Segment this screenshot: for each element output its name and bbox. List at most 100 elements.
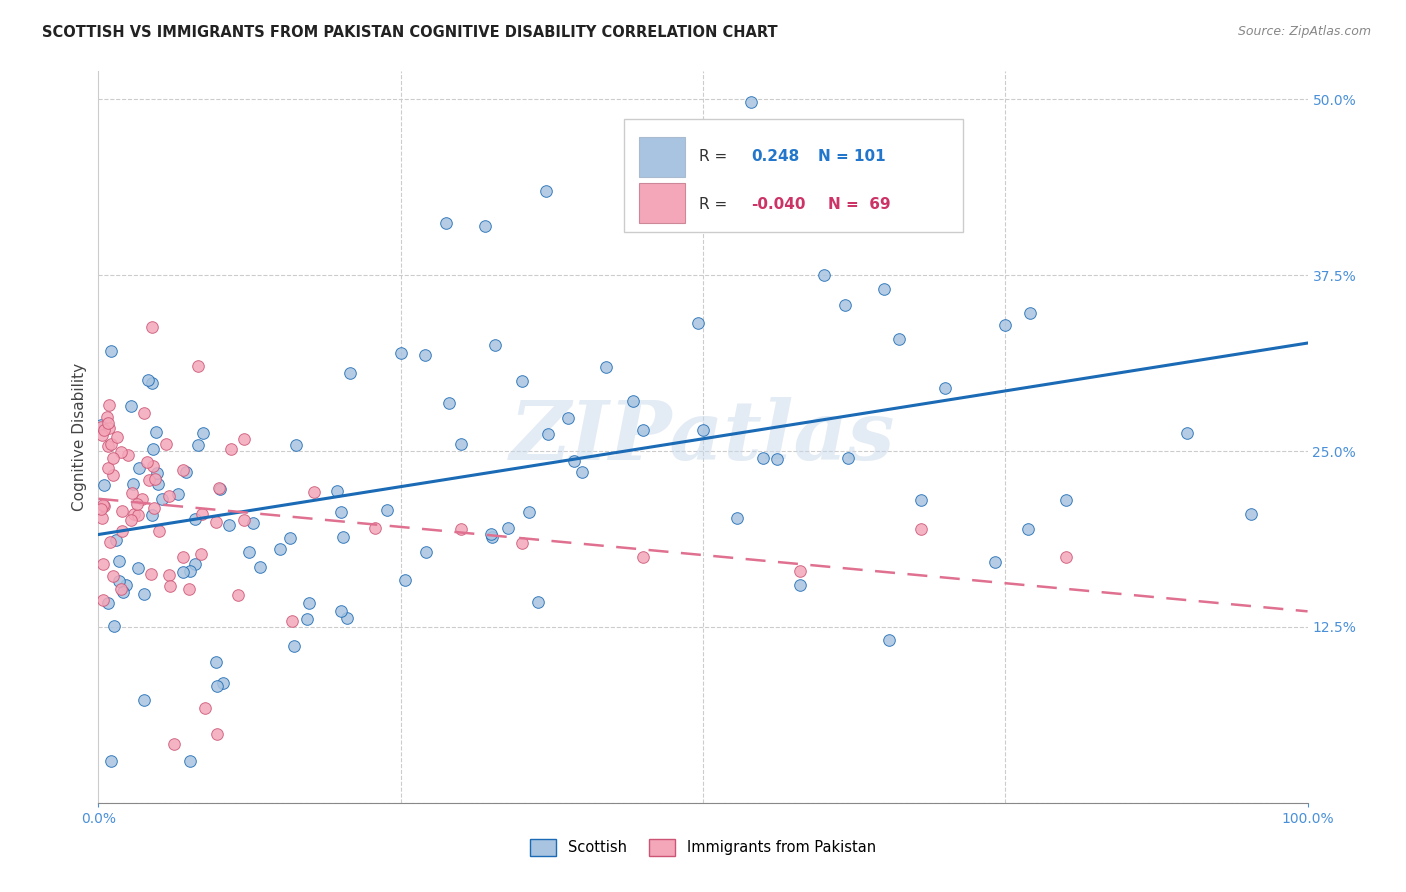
Point — [571, 465, 593, 479]
Point — [205, 727, 228, 741]
Point — [131, 491, 153, 506]
Point — [238, 545, 260, 559]
Point — [389, 345, 412, 359]
FancyBboxPatch shape — [624, 119, 963, 232]
Point — [121, 486, 143, 500]
Point — [101, 468, 124, 483]
Point — [108, 574, 131, 588]
Point — [146, 466, 169, 480]
Point — [97, 416, 120, 430]
Point — [98, 534, 121, 549]
Point — [994, 318, 1017, 332]
FancyBboxPatch shape — [638, 137, 685, 178]
Point — [394, 573, 416, 587]
Point — [519, 505, 541, 519]
Point — [110, 444, 132, 458]
Point — [97, 440, 120, 454]
Point — [415, 545, 437, 559]
Point — [496, 521, 519, 535]
Point — [177, 582, 200, 597]
Point — [298, 596, 321, 610]
Point — [984, 555, 1007, 569]
Point — [90, 419, 112, 434]
Point — [889, 333, 911, 347]
Text: SCOTTISH VS IMMIGRANTS FROM PAKISTAN COGNITIVE DISABILITY CORRELATION CHART: SCOTTISH VS IMMIGRANTS FROM PAKISTAN COG… — [42, 25, 778, 40]
Text: -0.040: -0.040 — [751, 197, 806, 212]
Point — [155, 436, 177, 450]
Point — [752, 451, 775, 466]
Point — [232, 513, 254, 527]
Point — [128, 460, 150, 475]
Point — [1175, 425, 1198, 440]
Point — [108, 554, 131, 568]
Point — [537, 427, 560, 442]
Point — [110, 582, 132, 597]
Point — [233, 432, 256, 446]
Point — [141, 376, 163, 391]
Point — [789, 564, 811, 578]
Point — [191, 425, 214, 440]
Point — [281, 615, 304, 629]
Point — [686, 316, 709, 330]
Point — [111, 504, 134, 518]
Point — [879, 632, 901, 647]
Point — [124, 507, 146, 521]
Point — [474, 219, 496, 233]
Point — [120, 399, 142, 413]
Point — [143, 501, 166, 516]
Point — [226, 588, 249, 602]
Point — [413, 348, 436, 362]
Point — [96, 410, 118, 425]
Point — [484, 338, 506, 352]
Point — [93, 423, 115, 437]
Point — [481, 530, 503, 544]
Point — [242, 516, 264, 531]
Point — [873, 282, 896, 296]
Text: R =: R = — [699, 197, 733, 212]
Point — [910, 521, 932, 535]
Point — [595, 359, 617, 374]
Point — [148, 524, 170, 538]
Point — [1019, 305, 1042, 319]
Point — [219, 442, 242, 457]
Point — [101, 451, 124, 466]
Point — [172, 462, 194, 476]
Point — [190, 547, 212, 561]
Point — [91, 427, 114, 442]
Point — [91, 593, 114, 607]
Point — [142, 442, 165, 457]
Text: Source: ZipAtlas.com: Source: ZipAtlas.com — [1237, 25, 1371, 38]
Point — [93, 477, 115, 491]
Point — [631, 549, 654, 564]
Point — [527, 595, 550, 609]
Point — [117, 449, 139, 463]
Point — [93, 499, 115, 513]
Point — [100, 754, 122, 768]
Point — [100, 437, 122, 451]
Point — [204, 656, 226, 670]
Point — [146, 477, 169, 491]
Point — [692, 423, 714, 437]
Text: 0.248: 0.248 — [751, 150, 800, 164]
Point — [136, 455, 159, 469]
Point — [141, 320, 163, 334]
Point — [172, 565, 194, 579]
Point — [184, 511, 207, 525]
Point — [167, 487, 190, 501]
Point — [159, 579, 181, 593]
Point — [329, 604, 352, 618]
Point — [339, 366, 361, 380]
Point — [212, 676, 235, 690]
Text: N =  69: N = 69 — [828, 197, 890, 212]
Point — [510, 374, 533, 388]
Point — [145, 472, 167, 486]
Point — [112, 585, 135, 599]
Point — [132, 406, 155, 420]
Point — [330, 505, 353, 519]
Point — [205, 679, 228, 693]
Point — [150, 491, 173, 506]
Point — [834, 298, 856, 312]
Point — [910, 493, 932, 508]
Point — [285, 438, 308, 452]
Point — [510, 535, 533, 549]
